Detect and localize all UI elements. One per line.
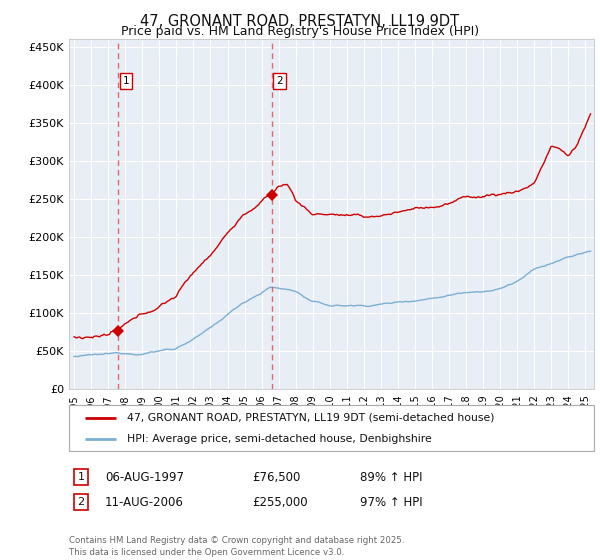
Text: Price paid vs. HM Land Registry's House Price Index (HPI): Price paid vs. HM Land Registry's House … [121,25,479,38]
Text: 1: 1 [122,76,130,86]
Text: 47, GRONANT ROAD, PRESTATYN, LL19 9DT: 47, GRONANT ROAD, PRESTATYN, LL19 9DT [140,14,460,29]
Text: 2: 2 [77,497,85,507]
Text: 1: 1 [77,472,85,482]
Text: £255,000: £255,000 [252,496,308,509]
Text: 06-AUG-1997: 06-AUG-1997 [105,470,184,484]
Text: 97% ↑ HPI: 97% ↑ HPI [360,496,422,509]
Text: 2: 2 [276,76,283,86]
FancyBboxPatch shape [69,405,594,451]
Text: £76,500: £76,500 [252,470,301,484]
Text: 11-AUG-2006: 11-AUG-2006 [105,496,184,509]
Text: 89% ↑ HPI: 89% ↑ HPI [360,470,422,484]
Text: Contains HM Land Registry data © Crown copyright and database right 2025.
This d: Contains HM Land Registry data © Crown c… [69,536,404,557]
Text: 47, GRONANT ROAD, PRESTATYN, LL19 9DT (semi-detached house): 47, GRONANT ROAD, PRESTATYN, LL19 9DT (s… [127,413,494,423]
Text: HPI: Average price, semi-detached house, Denbighshire: HPI: Average price, semi-detached house,… [127,435,431,444]
